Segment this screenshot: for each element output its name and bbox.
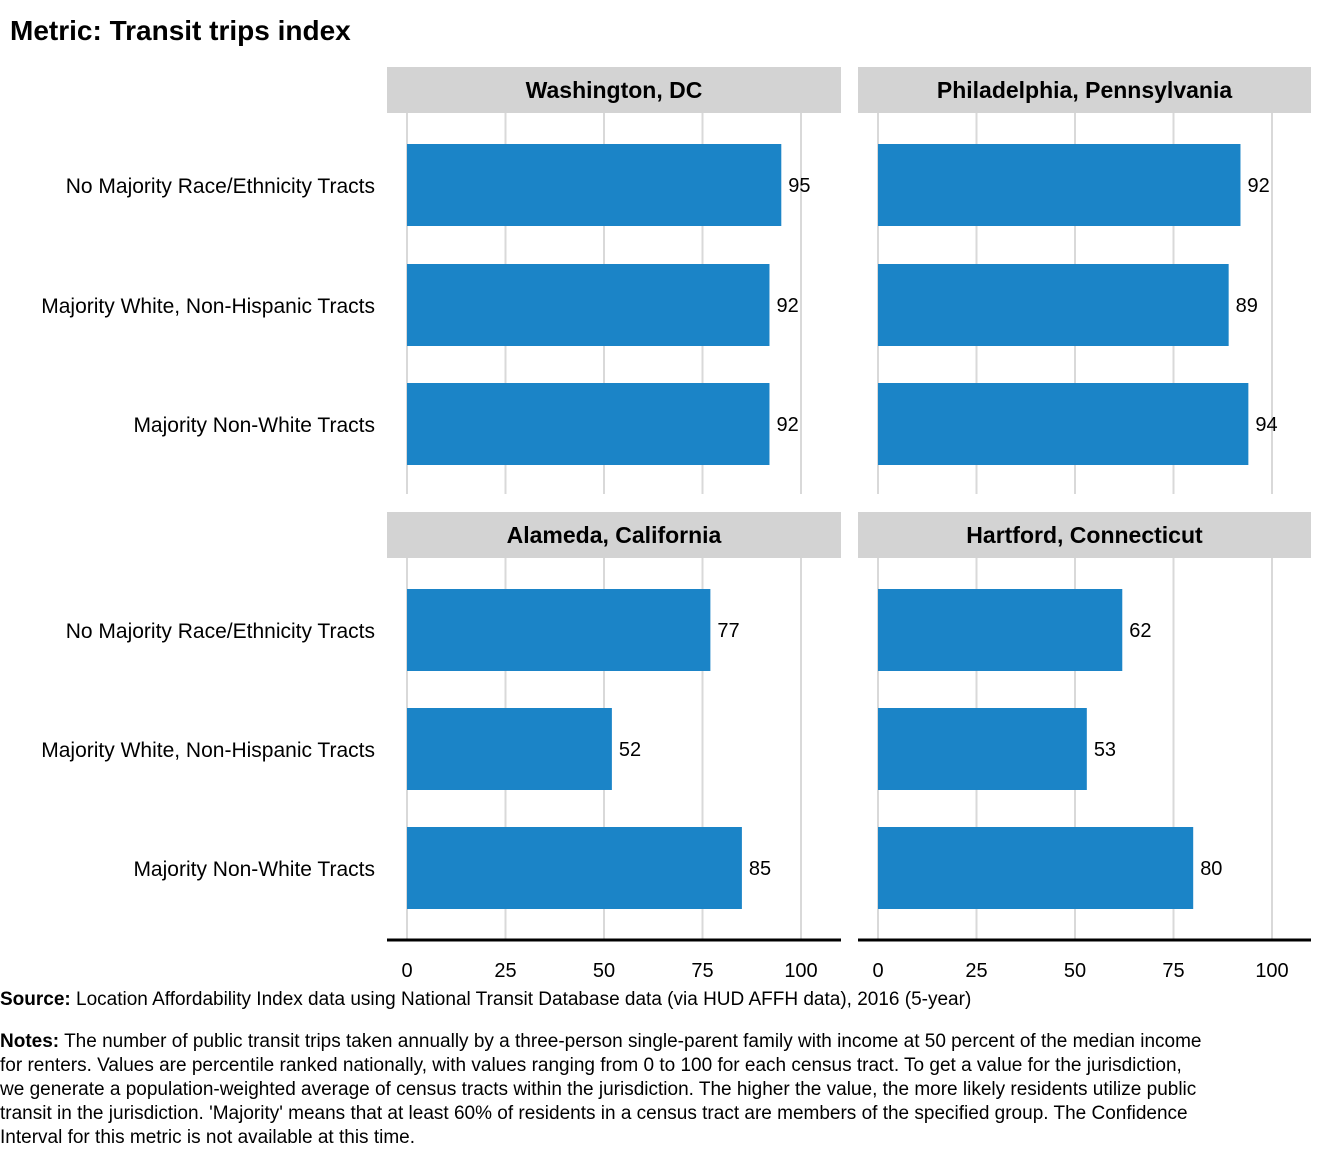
- value-label: 92: [776, 295, 798, 317]
- panel-strip: [858, 67, 1311, 113]
- category-label: Majority Non-White Tracts: [133, 858, 375, 881]
- notes-text: The number of public transit trips taken…: [0, 1031, 1202, 1148]
- bar: [407, 827, 742, 909]
- chart-title: Metric: Transit trips index: [10, 15, 351, 46]
- panel-alameda-california: Alameda, California 77 No Majority Race/Et…: [41, 512, 841, 939]
- bar: [878, 264, 1229, 346]
- category-label: Majority White, Non-Hispanic Tracts: [41, 295, 375, 318]
- tick-label: 100: [1255, 960, 1288, 982]
- bar: [407, 383, 770, 465]
- value-label: 89: [1236, 295, 1258, 317]
- bar: [878, 144, 1241, 226]
- x-axes: 0 25 50 75 100 0 25 50 75 100: [387, 938, 1311, 982]
- tick-label: 75: [691, 960, 713, 982]
- panel-strip: [387, 512, 841, 558]
- panel-title: Philadelphia, Pennsylvania: [937, 77, 1232, 103]
- x-axis: 0 25 50 75 100: [387, 938, 841, 982]
- tick-label: 0: [401, 960, 412, 982]
- value-label: 92: [776, 414, 798, 436]
- tick-label: 100: [784, 960, 817, 982]
- category-label: Majority Non-White Tracts: [133, 414, 375, 437]
- value-label: 53: [1094, 739, 1116, 761]
- category-label: No Majority Race/Ethnicity Tracts: [66, 620, 375, 643]
- panel-title: Washington, DC: [526, 77, 703, 103]
- notes-label: Notes:: [0, 1031, 60, 1052]
- bar: [878, 708, 1087, 790]
- tick-label: 50: [1064, 960, 1086, 982]
- panel-strip: [387, 67, 841, 113]
- x-axis: 0 25 50 75 100: [858, 938, 1311, 982]
- value-label: 77: [717, 620, 739, 642]
- bar: [407, 264, 770, 346]
- bar: [407, 589, 711, 671]
- tick-label: 75: [1162, 960, 1184, 982]
- faceted-bar-chart: Metric: Transit trips index Washington, …: [10, 15, 1311, 982]
- value-label: 85: [749, 858, 771, 880]
- value-label: 92: [1247, 175, 1269, 197]
- panel-title: Alameda, California: [507, 522, 722, 548]
- tick-label: 25: [965, 960, 987, 982]
- tick-label: 50: [593, 960, 615, 982]
- value-label: 52: [619, 739, 641, 761]
- bar: [878, 589, 1123, 671]
- tick-label: 25: [494, 960, 516, 982]
- value-label: 95: [788, 175, 810, 197]
- value-label: 94: [1255, 414, 1277, 436]
- category-label: Majority White, Non-Hispanic Tracts: [41, 739, 375, 762]
- tick-label: 0: [872, 960, 883, 982]
- panel-philadelphia-pennsylvania: Philadelphia, Pennsylvania 92 89 94: [858, 67, 1311, 494]
- source-text: Location Affordability Index data using …: [76, 989, 972, 1010]
- panel-hartford-connecticut: Hartford, Connecticut 62 53 80: [858, 512, 1311, 939]
- source-label: Source:: [0, 989, 71, 1010]
- chart-panels: Washington, DC 95 No Majority Race/Ethnici…: [41, 67, 1311, 939]
- bar: [407, 708, 612, 790]
- value-label: 62: [1129, 620, 1151, 642]
- panel-washington-dc: Washington, DC 95 No Majority Race/Ethnici…: [41, 67, 841, 494]
- notes: Notes: The number of public transit trip…: [0, 1030, 1210, 1150]
- bar: [878, 827, 1194, 909]
- source-note: Source: Location Affordability Index dat…: [0, 988, 1344, 1012]
- bar: [407, 144, 782, 226]
- value-label: 80: [1200, 858, 1222, 880]
- panel-strip: [858, 512, 1311, 558]
- category-label: No Majority Race/Ethnicity Tracts: [66, 175, 375, 198]
- panel-title: Hartford, Connecticut: [966, 522, 1203, 548]
- bar: [878, 383, 1249, 465]
